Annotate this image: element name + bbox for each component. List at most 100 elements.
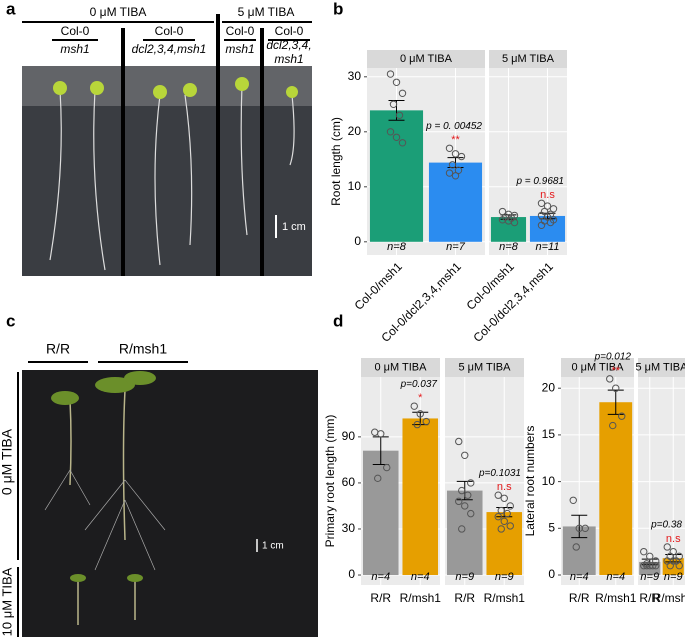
data-point [606,375,614,383]
p-value-label: p = 0.9681 [515,176,564,187]
row-label: 0 μM TIBA [0,428,15,495]
y-tick-label: 20 [348,124,362,138]
x-tick-label: R/R [370,591,391,605]
genotype-label: msh1 [60,42,89,56]
bar [490,217,527,242]
genotype-label: Col-0 [226,24,255,38]
facet-title: 5 μM TIBA [636,361,685,373]
n-label: n=9 [495,571,514,583]
data-point [609,421,617,430]
data-point [377,430,385,438]
bar [369,110,424,242]
x-tick-label: R/R [454,591,475,605]
panel-letter: d [333,311,343,330]
n-label: n=4 [371,571,390,583]
panel-letter: b [333,0,343,18]
data-point [455,437,463,446]
significance-label: * [418,392,423,404]
significance-label: n.s [497,481,512,493]
n-label: n=8 [499,241,519,253]
y-axis-title: Primary root length (mm) [323,415,337,548]
genotype-label: msh1 [225,42,254,56]
group-label: 5 μM TIBA [238,5,295,19]
facet-panel [638,377,685,585]
data-point [457,152,466,161]
photo-c: 1 cm R/R R/msh1 0 μM TIBA 10 μM TIBA [0,341,318,637]
data-point [392,78,401,87]
data-point [506,522,514,530]
data-point [572,543,580,551]
y-tick-label: 10 [348,179,362,193]
facet-strip [638,358,685,377]
data-point [389,100,398,109]
data-point [392,133,401,142]
genotype-label: Col-0 [275,24,304,38]
data-point [410,402,418,410]
n-label: n=7 [446,241,466,253]
facet-title: 5 μM TIBA [459,361,512,373]
data-point [386,70,395,78]
data-point [448,161,457,169]
y-tick-label: 90 [342,429,356,443]
facet-strip [445,358,524,377]
data-point [494,512,502,521]
y-tick-label: 0 [354,234,361,248]
data-point [612,384,620,392]
data-point [422,417,430,426]
bar [428,162,483,242]
facet-strip [361,358,440,377]
n-label: n=4 [411,571,430,583]
x-tick-label: Col-0/msh1 [352,259,406,313]
data-point [497,506,505,515]
data-point [537,199,546,208]
data-point [546,218,555,227]
n-label: n=9 [640,571,659,583]
data-point [500,517,508,525]
p-value-label: p = 0. 00452 [425,121,482,132]
facet-strip [489,50,567,68]
data-point [652,561,660,570]
facet-strip [367,50,485,68]
n-label: n=9 [664,571,683,583]
bar [486,512,523,576]
data-point [537,221,546,230]
y-tick-label: 0 [348,567,355,581]
panel-letter: c [6,311,15,330]
p-value-label: p=0.1031 [478,468,521,479]
data-point [416,410,424,418]
significance-label: ** [451,134,460,146]
bar [599,402,633,576]
y-tick-label: 10 [542,474,556,488]
data-point [618,412,626,420]
p-value-label: p=0.037 [400,379,438,390]
n-label: n=4 [570,571,589,583]
data-point [464,491,472,499]
data-point [461,451,469,459]
facet-title: 0 μM TIBA [400,53,453,65]
p-value-label: p=0.38 [650,520,682,531]
y-tick-label: 0 [548,567,555,581]
genotype-label: dcl2,3,4,msh1 [132,42,207,56]
x-tick-label: R/msh1 [400,591,442,605]
data-point [543,202,552,210]
panel-letter: a [6,0,16,18]
photo-a: 1 cm 0 μM TIBA 5 μM TIBA Col-0 msh1 Col-… [22,5,312,276]
significance-label: n.s [540,189,555,201]
data-point [581,524,589,533]
column-label: R/msh1 [119,341,167,357]
facet-strip [561,358,634,377]
bar [446,490,483,576]
x-tick-label: R/msh1 [484,591,526,605]
data-point [451,150,460,158]
data-point [413,420,421,429]
data-point [455,497,463,506]
row-label: 10 μM TIBA [0,567,14,636]
n-label: n=9 [455,571,474,583]
n-label: n=11 [536,241,560,253]
scale-label: 1 cm [282,221,306,233]
bar [402,418,439,576]
scale-label: 1 cm [262,541,284,552]
p-value-label: p=0.012 [594,352,632,363]
error-bar [571,514,588,539]
